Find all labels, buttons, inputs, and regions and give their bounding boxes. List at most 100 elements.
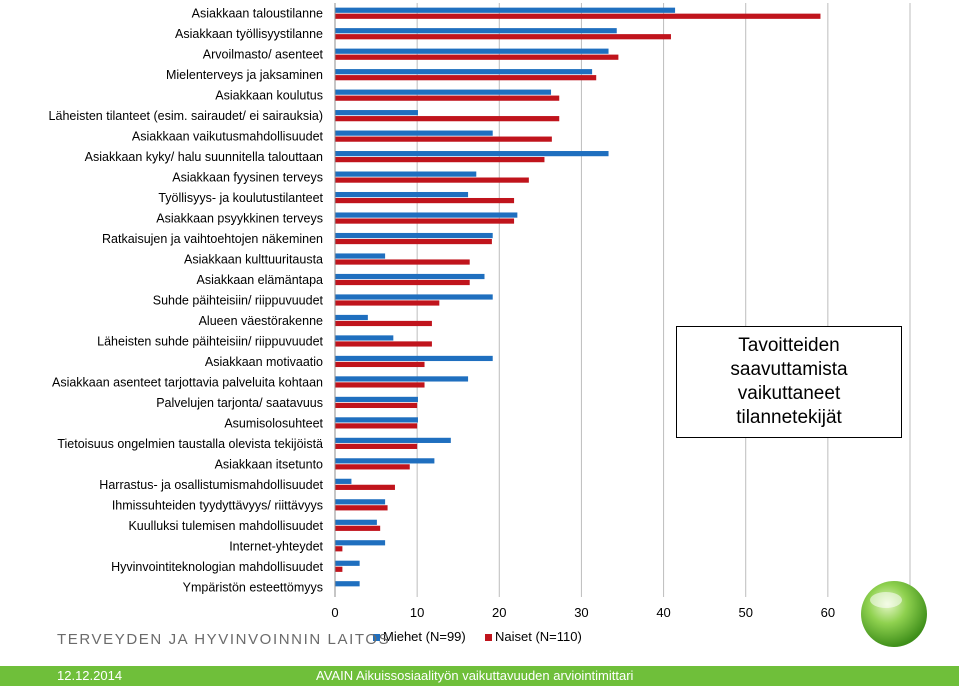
footer-bar: 12.12.2014 AVAIN Aikuissosiaalityön vaik… bbox=[0, 666, 959, 686]
bar-naiset bbox=[335, 546, 343, 552]
bar-miehet bbox=[335, 294, 493, 300]
bar-naiset bbox=[335, 279, 470, 286]
x-tick-label: 60 bbox=[821, 605, 835, 620]
x-tick-labels: 010203040506070 bbox=[331, 605, 917, 620]
bar-naiset bbox=[335, 320, 432, 327]
bar-miehet bbox=[335, 458, 435, 464]
bar-miehet bbox=[335, 314, 368, 321]
organization-name: TERVEYDEN JA HYVINVOINNIN LAITOS bbox=[57, 631, 391, 648]
category-label: Läheisten tilanteet (esim. sairaudet/ ei… bbox=[49, 109, 323, 123]
legend-label-naiset: Naiset (N=110) bbox=[495, 629, 582, 644]
bar-naiset bbox=[335, 177, 529, 183]
bar-naiset bbox=[335, 464, 410, 470]
bar-naiset bbox=[335, 300, 440, 306]
category-label: Asumisolosuhteet bbox=[224, 416, 323, 430]
bar-miehet bbox=[335, 69, 593, 75]
bar-naiset bbox=[335, 402, 418, 409]
bar-miehet bbox=[335, 540, 386, 546]
category-label: Asiakkaan motivaatio bbox=[205, 355, 323, 369]
x-tick-label: 0 bbox=[331, 605, 338, 620]
bar-naiset bbox=[335, 34, 671, 40]
bar-miehet bbox=[335, 396, 418, 403]
category-label: Hyvinvointiteknologian mahdollisuudet bbox=[111, 560, 323, 574]
category-label: Asiakkaan vaikutusmahdollisuudet bbox=[132, 130, 324, 144]
category-label: Asiakkaan koulutus bbox=[215, 89, 323, 103]
bar-miehet bbox=[335, 560, 360, 566]
category-label: Ympäristön esteettömyys bbox=[183, 580, 323, 594]
footer-date: 12.12.2014 bbox=[57, 668, 123, 683]
bar-naiset bbox=[335, 197, 515, 204]
annotation-text: Tavoitteiden saavuttamista vaikuttaneet … bbox=[730, 335, 848, 428]
category-labels: Asiakkaan taloustilanne Asiakkaan työllis… bbox=[49, 7, 324, 595]
bar-miehet bbox=[335, 212, 518, 218]
bar-naiset bbox=[335, 218, 515, 224]
category-label: Alueen väestörakenne bbox=[199, 314, 323, 328]
bar-naiset bbox=[335, 382, 425, 388]
category-label: Asiakkaan psyykkinen terveys bbox=[156, 212, 323, 226]
x-tick-label: 50 bbox=[738, 605, 752, 620]
bar-naiset bbox=[335, 238, 492, 245]
chart-bars bbox=[335, 7, 821, 587]
bar-miehet bbox=[335, 417, 418, 423]
bar-miehet bbox=[335, 581, 360, 587]
bar-naiset bbox=[335, 361, 425, 368]
category-label: Ratkaisujen ja vaihtoehtojen näkeminen bbox=[102, 232, 323, 246]
category-label: Asiakkaan asenteet tarjottavia palveluit… bbox=[52, 375, 323, 389]
bar-miehet bbox=[335, 151, 609, 157]
green-globe-icon bbox=[861, 581, 927, 647]
category-label: Palvelujen tarjonta/ saatavuus bbox=[156, 396, 323, 410]
bar-naiset bbox=[335, 75, 597, 81]
category-label: Kuulluksi tulemisen mahdollisuudet bbox=[128, 519, 323, 533]
bar-miehet bbox=[335, 7, 676, 13]
x-tick-label: 30 bbox=[574, 605, 588, 620]
x-tick-label: 10 bbox=[410, 605, 424, 620]
bar-miehet bbox=[335, 28, 617, 34]
bar-naiset bbox=[335, 505, 388, 511]
bar-miehet bbox=[335, 335, 394, 341]
bar-naiset bbox=[335, 484, 395, 490]
category-label: Asiakkaan työllisyystilanne bbox=[175, 27, 323, 41]
bar-naiset bbox=[335, 525, 381, 531]
bar-miehet bbox=[335, 110, 418, 116]
category-label: Asiakkaan elämäntapa bbox=[197, 273, 324, 287]
bar-miehet bbox=[335, 171, 477, 177]
bar-miehet bbox=[335, 232, 493, 239]
bar-naiset bbox=[335, 443, 418, 449]
bar-naiset bbox=[335, 54, 619, 60]
category-label: Työllisyys- ja koulutustilanteet bbox=[158, 191, 323, 205]
bar-miehet bbox=[335, 499, 386, 505]
category-label: Tietoisuus ongelmien taustalla olevista … bbox=[57, 437, 323, 451]
footer-title: AVAIN Aikuissosiaalityön vaikuttavuuden … bbox=[316, 668, 634, 683]
bar-naiset bbox=[335, 566, 343, 572]
bar-miehet bbox=[335, 89, 552, 95]
bar-naiset bbox=[335, 259, 470, 265]
category-label: Arvoilmasto/ asenteet bbox=[203, 48, 324, 62]
bar-naiset bbox=[335, 116, 560, 122]
chart-legend: Miehet (N=99) Naiset (N=110) bbox=[373, 629, 582, 644]
category-label: Läheisten suhde päihteisiin/ riippuvuude… bbox=[97, 334, 323, 348]
bar-miehet bbox=[335, 253, 386, 259]
category-label: Ihmissuhteiden tyydyttävyys/ riittävyys bbox=[112, 498, 323, 512]
category-label: Harrastus- ja osallistumismahdollisuudet bbox=[99, 478, 323, 492]
x-tick-label: 40 bbox=[656, 605, 670, 620]
category-label: Asiakkaan taloustilanne bbox=[192, 7, 323, 21]
bar-miehet bbox=[335, 376, 469, 382]
bar-naiset bbox=[335, 13, 821, 19]
category-label: Mielenterveys ja jaksaminen bbox=[166, 68, 323, 82]
category-label: Suhde päihteisiin/ riippuvuudet bbox=[153, 294, 324, 308]
chart-gridlines bbox=[416, 3, 911, 597]
x-tick-label: 20 bbox=[492, 605, 506, 620]
bar-miehet bbox=[335, 355, 493, 362]
category-label: Asiakkaan fyysinen terveys bbox=[172, 171, 323, 185]
bar-naiset bbox=[335, 136, 552, 142]
category-label: Asiakkaan kyky/ halu suunnitella taloutt… bbox=[85, 150, 323, 164]
bar-miehet bbox=[335, 273, 485, 280]
bar-miehet bbox=[335, 191, 469, 198]
bar-miehet bbox=[335, 130, 493, 136]
bar-miehet bbox=[335, 48, 609, 54]
bar-naiset bbox=[335, 341, 432, 347]
bar-naiset bbox=[335, 423, 418, 429]
bar-miehet bbox=[335, 478, 352, 484]
legend-swatch-naiset bbox=[485, 634, 492, 641]
